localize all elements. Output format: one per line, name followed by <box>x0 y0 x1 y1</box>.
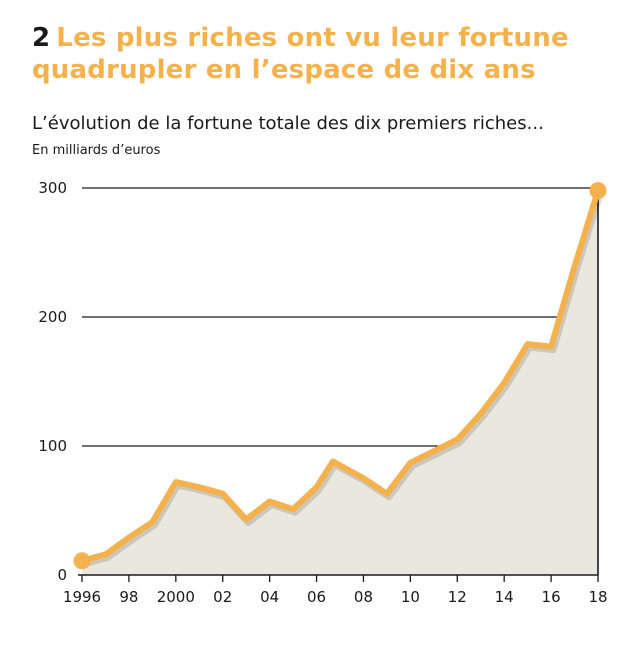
title-line-2: quadrupler en l’espace de dix ans <box>32 55 536 85</box>
x-tick-label-08: 08 <box>354 588 373 606</box>
x-tick-label-16: 16 <box>542 588 561 606</box>
title-line-1: Les plus riches ont vu leur fortune <box>56 23 569 53</box>
x-tick-label-12: 12 <box>448 588 467 606</box>
end-point-marker <box>589 182 607 200</box>
y-tick-label-200: 200 <box>38 308 67 326</box>
start-point-marker <box>73 552 91 570</box>
x-tick-labels: 1996 98 2000 02 04 06 08 10 12 14 16 18 <box>63 588 608 606</box>
x-tick-label-1996: 1996 <box>63 588 101 606</box>
x-tick-label-06: 06 <box>307 588 326 606</box>
axes <box>78 188 599 582</box>
x-tick-label-02: 02 <box>213 588 232 606</box>
x-tick-label-98: 98 <box>119 588 138 606</box>
x-tick-label-10: 10 <box>401 588 420 606</box>
y-tick-label-0: 0 <box>57 566 67 584</box>
chart-subtitle: L’évolution de la fortune totale des dix… <box>32 113 544 134</box>
x-tick-label-2000: 2000 <box>157 588 195 606</box>
chart-number: 2 <box>32 23 51 53</box>
area-fill <box>82 190 598 575</box>
y-tick-label-100: 100 <box>38 437 67 455</box>
series-line <box>79 187 601 564</box>
y-tick-labels: 0 100 200 300 <box>38 179 67 584</box>
y-axis-unit: En milliards d’euros <box>32 143 161 158</box>
x-tick-label-04: 04 <box>260 588 279 606</box>
x-tick-label-14: 14 <box>495 588 514 606</box>
x-tick-label-18: 18 <box>588 588 607 606</box>
y-tick-label-300: 300 <box>38 179 67 197</box>
endpoint-markers <box>73 182 607 570</box>
chart-title: 2 Les plus riches ont vu leur fortune qua… <box>32 22 622 86</box>
